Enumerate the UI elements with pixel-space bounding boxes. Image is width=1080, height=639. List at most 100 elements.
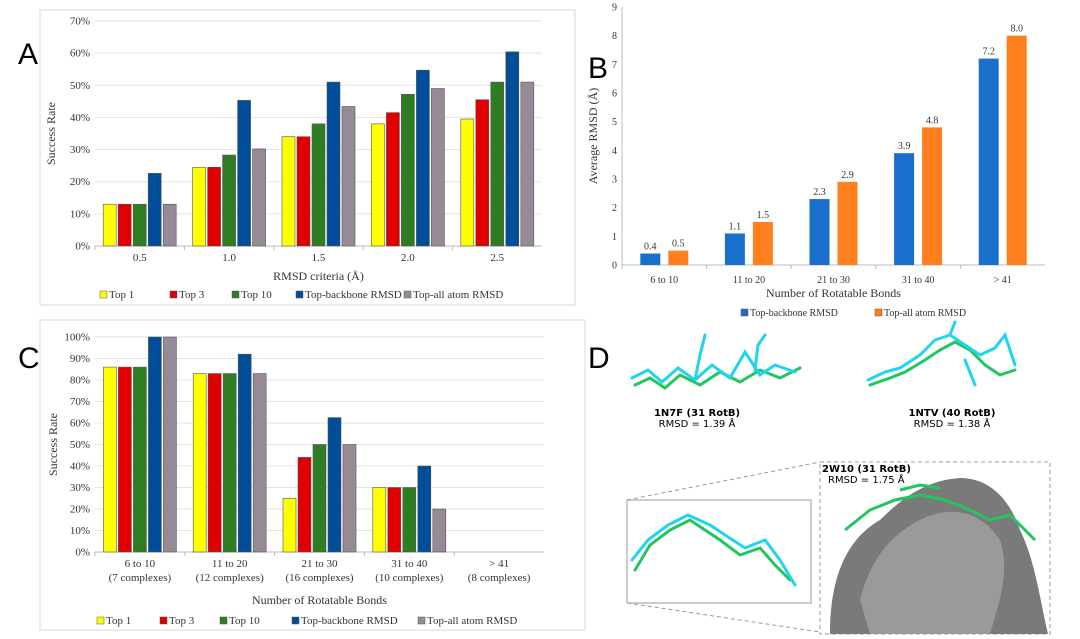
chart-a-ytick-label: 10% bbox=[70, 208, 90, 220]
chart-c-bar bbox=[118, 366, 132, 553]
chart-c-ytick-label: 100% bbox=[64, 332, 90, 344]
chart-b-data-label: 8.0 bbox=[1010, 24, 1023, 35]
chart-a-legend-label: Top-backbone RMSD bbox=[305, 289, 402, 301]
chart-a-bar bbox=[222, 154, 236, 247]
chart-c-bar bbox=[192, 373, 207, 553]
chart-a-xtick-label: 1.0 bbox=[222, 252, 236, 264]
chart-b-data-label: 2.9 bbox=[841, 170, 854, 181]
molecule-rmsd: RMSD = 1.38 Å bbox=[913, 419, 991, 430]
chart-c-ytick-label: 0% bbox=[75, 547, 90, 559]
molecule-1n7f-image bbox=[630, 333, 802, 390]
chart-c-x-axis-title: Number of Rotatable Bonds bbox=[252, 593, 387, 607]
chart-b-ytick-label: 7 bbox=[612, 60, 617, 71]
chart-a-bar bbox=[162, 203, 177, 247]
chart-b-ytick-label: 4 bbox=[612, 146, 617, 157]
chart-b-ytick-label: 1 bbox=[612, 232, 617, 243]
molecule-name: 2W10 (31 RotB) bbox=[822, 464, 911, 475]
chart-b-bar bbox=[640, 253, 661, 265]
chart-a-xtick-label: 0.5 bbox=[133, 252, 147, 264]
chart-a-ytick-label: 20% bbox=[70, 176, 90, 188]
chart-b-xtick-label: > 41 bbox=[994, 275, 1012, 286]
chart-c-legend-label: Top 3 bbox=[169, 615, 195, 627]
chart-a-bar bbox=[237, 100, 251, 247]
chart-a-y-axis-title: Success Rate bbox=[44, 102, 58, 165]
chart-b-data-label: 1.5 bbox=[757, 210, 770, 221]
chart-b-xtick-label: 31 to 40 bbox=[902, 275, 935, 286]
chart-b-ytick-label: 3 bbox=[612, 175, 617, 186]
chart-c-bar bbox=[148, 336, 162, 553]
panel-letter-d: D bbox=[588, 342, 610, 375]
chart-a-x-axis-title: RMSD criteria (Å) bbox=[273, 269, 364, 283]
chart-b-legend-swatch bbox=[874, 308, 883, 317]
chart-a-bar bbox=[386, 112, 400, 247]
chart-c-legend-label: Top 10 bbox=[229, 615, 260, 627]
chart-b-bar bbox=[894, 153, 915, 265]
chart-a-bar bbox=[401, 93, 415, 247]
chart-b-data-label: 1.1 bbox=[729, 221, 742, 232]
chart-c-ytick-label: 40% bbox=[70, 461, 90, 473]
chart-c-bar bbox=[222, 373, 237, 553]
chart-a-bar bbox=[132, 203, 147, 247]
chart-b-bar bbox=[809, 199, 830, 265]
chart-a-ytick-label: 70% bbox=[70, 16, 90, 28]
chart-b-ytick-label: 8 bbox=[612, 31, 617, 42]
chart-a-legend-label: Top-all atom RMSD bbox=[413, 289, 503, 301]
chart-b-ytick-label: 5 bbox=[612, 117, 617, 128]
chart-c-ytick-label: 10% bbox=[70, 525, 90, 537]
chart-c-legend-swatch bbox=[96, 616, 105, 625]
chart-a-bar bbox=[416, 69, 430, 247]
panel-letter-a: A bbox=[18, 38, 39, 71]
chart-b-x-axis-title: Number of Rotatable Bonds bbox=[766, 286, 901, 300]
chart-c-legend-swatch bbox=[417, 616, 426, 625]
chart-a-legend-swatch bbox=[403, 290, 412, 299]
chart-b-legend-label: Top-backbone RMSD bbox=[750, 308, 838, 319]
chart-c-xtick-label: 31 to 40 bbox=[391, 558, 428, 570]
chart-c-legend-swatch bbox=[159, 616, 168, 625]
chart-c-xtick-sublabel: (7 complexes) bbox=[109, 572, 172, 584]
chart-c-bar bbox=[402, 487, 417, 553]
chart-a-bar bbox=[207, 166, 221, 247]
chart-a-ytick-label: 30% bbox=[70, 144, 90, 156]
chart-c-xtick-sublabel: (12 complexes) bbox=[196, 572, 264, 584]
chart-a-bar bbox=[296, 136, 311, 247]
molecule-1ntv-image bbox=[866, 320, 1017, 387]
chart-c-xtick-sublabel: (16 complexes) bbox=[285, 572, 353, 584]
chart-b-bar bbox=[978, 58, 999, 265]
chart-c-legend-label: Top 1 bbox=[106, 615, 131, 627]
molecule-rmsd: RMSD = 1.39 Å bbox=[658, 419, 736, 430]
chart-c-ytick-label: 80% bbox=[70, 375, 90, 387]
chart-c-bar bbox=[432, 508, 447, 553]
chart-c-ytick-label: 50% bbox=[70, 439, 90, 451]
chart-c-bar bbox=[133, 366, 147, 553]
chart-a-bar bbox=[341, 106, 356, 247]
chart-a-legend-label: Top 10 bbox=[241, 289, 272, 301]
chart-a-bar bbox=[505, 51, 520, 247]
chart-c-xtick-label: > 41 bbox=[489, 558, 509, 570]
panel-letter-b: B bbox=[588, 52, 609, 85]
molecule-structures bbox=[626, 320, 1051, 635]
chart-b-xtick-label: 21 to 30 bbox=[817, 275, 850, 286]
chart-a-xtick-label: 1.5 bbox=[312, 252, 326, 264]
chart-c-legend-label: Top-backbone RMSD bbox=[301, 615, 398, 627]
chart-c-bar bbox=[207, 373, 222, 553]
chart-c-bar bbox=[297, 457, 312, 553]
molecule-label-1ntv: 1NTV (40 RotB) RMSD = 1.38 Å bbox=[872, 408, 1032, 430]
chart-a-bar bbox=[371, 123, 385, 247]
chart-b-data-label: 0.5 bbox=[672, 239, 685, 250]
chart-c-ytick-label: 70% bbox=[70, 396, 90, 408]
molecule-2w10-inset-image bbox=[630, 513, 797, 587]
chart-a-bar bbox=[117, 203, 132, 247]
chart-b-bar bbox=[752, 222, 773, 265]
molecule-name: 1N7F (31 RotB) bbox=[653, 408, 741, 419]
chart-b-data-label: 3.9 bbox=[898, 141, 911, 152]
panel-a-frame bbox=[39, 9, 576, 306]
chart-c-bar bbox=[387, 487, 402, 553]
chart-c-legend-label: Top-all atom RMSD bbox=[427, 615, 517, 627]
molecule-rmsd: RMSD = 1.75 Å bbox=[828, 475, 905, 486]
chart-c-bar bbox=[342, 444, 357, 553]
chart-a-legend-swatch bbox=[231, 290, 240, 299]
chart-b-y-axis-title: Average RMSD (Å) bbox=[586, 88, 600, 184]
chart-c-ytick-label: 30% bbox=[70, 482, 90, 494]
chart-a-ytick-label: 40% bbox=[70, 112, 90, 124]
chart-c-ytick-label: 60% bbox=[70, 418, 90, 430]
